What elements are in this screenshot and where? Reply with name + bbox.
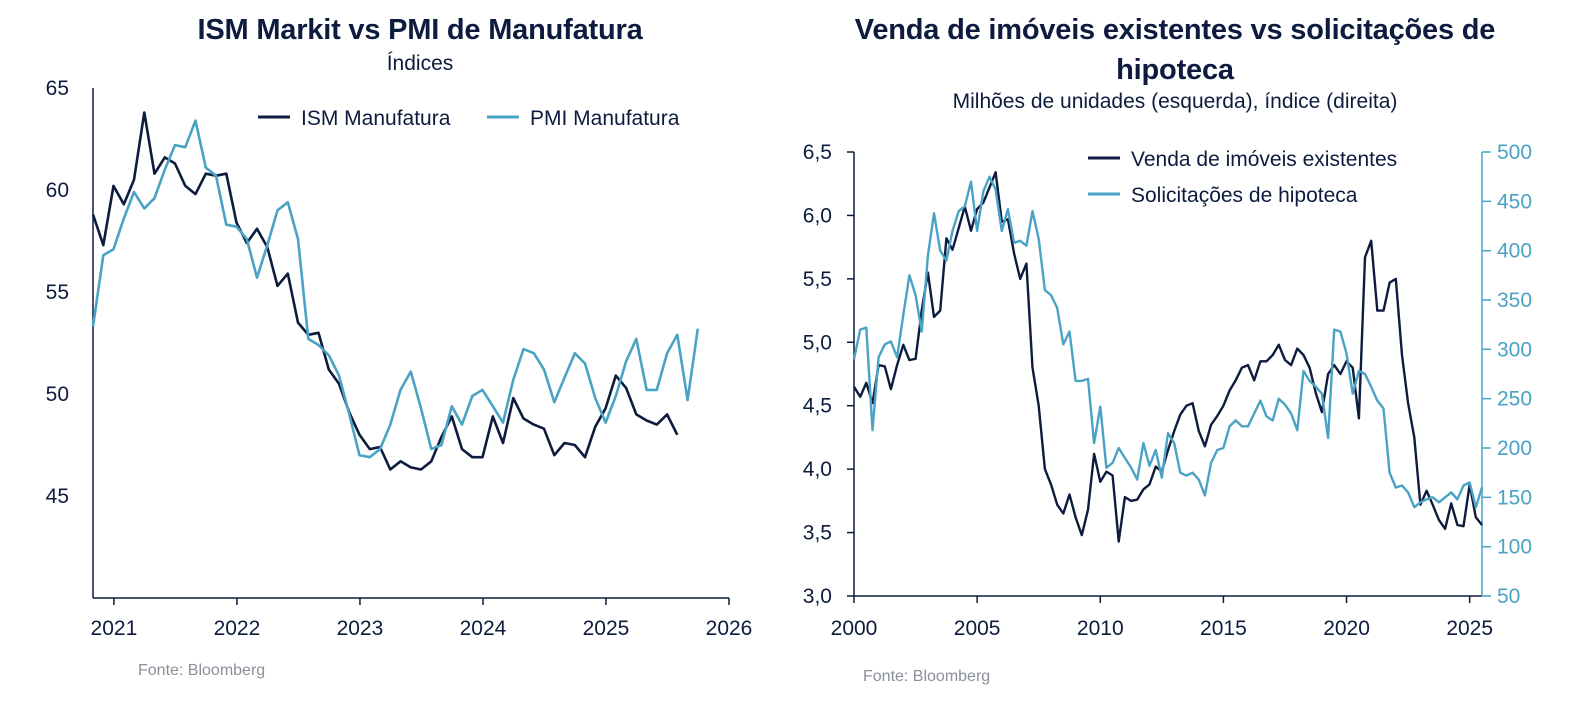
right-chart-subtitle: Milhões de unidades (esquerda), índice (… <box>952 90 1398 113</box>
right-chart-panel: Venda de imóveis existentes vs solicitaç… <box>780 0 1576 711</box>
right-x-tick-label: 2025 <box>1446 617 1493 640</box>
left-series-line-ism <box>91 111 679 471</box>
right-right-y-tick-label: 450 <box>1497 190 1532 213</box>
right-right-y-tick-label: 500 <box>1497 141 1532 164</box>
right-legend-label: Venda de imóveis existentes <box>1131 148 1397 171</box>
right-right-y-tick-label: 50 <box>1497 585 1520 608</box>
right-chart-title: Venda de imóveis existentes vs solicitaç… <box>854 14 1496 86</box>
right-left-y-tick-label: 4,0 <box>803 458 832 481</box>
left-legend-label: ISM Manufatura <box>301 107 451 130</box>
left-y-tick-label: 45 <box>46 485 69 508</box>
right-left-y-tick-label: 5,0 <box>803 331 832 354</box>
left-x-tick-label: 2025 <box>583 617 630 640</box>
left-chart-subtitle: Índices <box>386 52 454 75</box>
right-x-tick-label: 2000 <box>831 617 878 640</box>
right-right-y-tick-label: 150 <box>1497 486 1532 509</box>
right-series-line-mortgage-apps <box>852 175 1484 509</box>
right-left-y-tick-label: 3,5 <box>803 522 832 545</box>
right-chart-svg: 3,0 3,5 4,0 4,5 5,0 5,5 6,0 6,5 50 100 150 200 250 30… <box>803 141 1532 640</box>
left-x-tick-label: 2021 <box>91 617 138 640</box>
left-y-tick-label: 55 <box>46 281 69 304</box>
right-left-y-tick-label: 6,0 <box>803 204 832 227</box>
left-chart-panel: ISM Markit vs PMI de Manufatura Índices … <box>0 0 780 711</box>
right-left-y-tick-label: 3,0 <box>803 585 832 608</box>
right-x-tick-label: 2005 <box>954 617 1001 640</box>
left-x-tick-label: 2024 <box>460 617 507 640</box>
left-chart-svg: 45 50 55 60 65 2021 2022 2023 2024 2025 2026 ISM Ma… <box>46 77 753 640</box>
right-right-y-tick-label: 250 <box>1497 388 1532 411</box>
left-series-line-pmi <box>91 119 700 459</box>
right-x-tick-label: 2020 <box>1323 617 1370 640</box>
right-left-y-tick-label: 6,5 <box>803 141 832 164</box>
right-left-y-tick-label: 5,5 <box>803 268 832 291</box>
right-x-tick-label: 2010 <box>1077 617 1124 640</box>
left-y-tick-label: 65 <box>46 77 69 100</box>
right-right-y-tick-label: 300 <box>1497 338 1532 361</box>
right-right-y-tick-label: 100 <box>1497 536 1532 559</box>
right-legend-label: Solicitações de hipoteca <box>1131 184 1358 207</box>
right-right-y-tick-label: 200 <box>1497 437 1532 460</box>
left-x-tick-label: 2022 <box>214 617 261 640</box>
left-x-tick-label: 2023 <box>337 617 384 640</box>
left-y-tick-label: 50 <box>46 383 69 406</box>
right-series-line-home-sales <box>852 171 1483 543</box>
left-chart-title: ISM Markit vs PMI de Manufatura <box>197 14 643 46</box>
right-left-y-tick-label: 4,5 <box>803 395 832 418</box>
right-chart-source: Fonte: Bloomberg <box>863 668 991 685</box>
left-legend-label: PMI Manufatura <box>530 107 680 130</box>
right-right-y-tick-label: 400 <box>1497 240 1532 263</box>
right-right-y-tick-label: 350 <box>1497 289 1532 312</box>
left-x-tick-label: 2026 <box>706 617 753 640</box>
right-x-tick-label: 2015 <box>1200 617 1247 640</box>
left-y-tick-label: 60 <box>46 179 69 202</box>
left-chart-source: Fonte: Bloomberg <box>138 662 266 679</box>
